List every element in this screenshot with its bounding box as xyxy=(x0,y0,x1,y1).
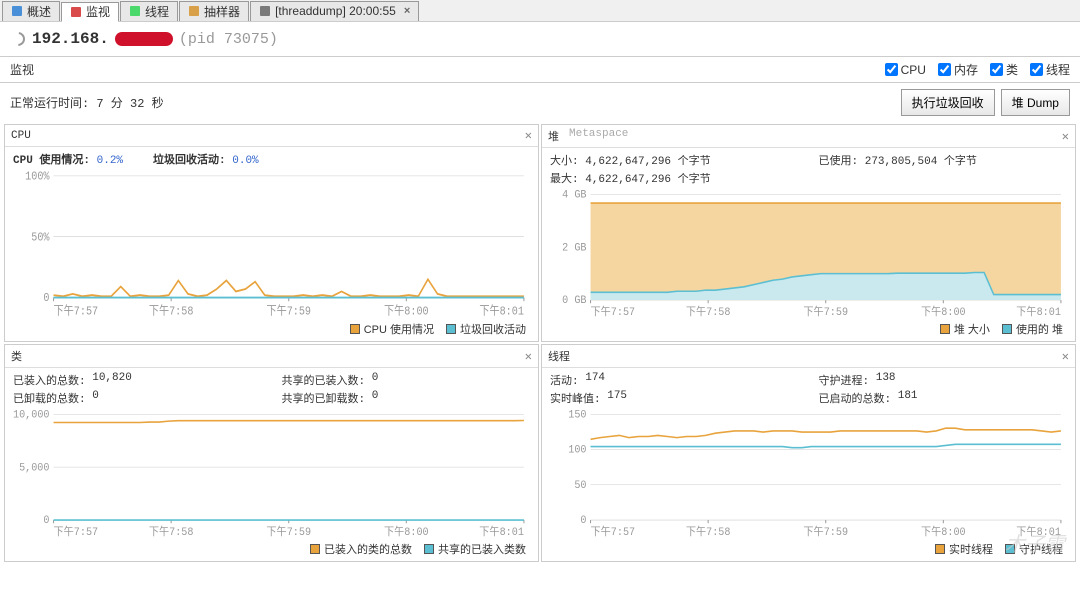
heap-panel: 堆 Metaspace ✕ 大小: 4,622,647,296 个字节 已使用:… xyxy=(541,124,1076,342)
svg-text:下午8:00: 下午8:00 xyxy=(384,304,429,317)
tab-label: 监视 xyxy=(86,3,110,20)
close-icon[interactable]: × xyxy=(404,5,410,17)
svg-text:下午8:00: 下午8:00 xyxy=(921,305,966,317)
tab-bar: 概述 监视 线程 抽样器 [threaddump] 20:00:55 × xyxy=(0,0,1080,22)
classes-legend: 已装入的类的总数共享的已装入类数 xyxy=(5,539,538,561)
classes-chart: 10,000 5,000 0 下午7:57 下午7:58 下午7:59 下午8:00 下午8:… xyxy=(13,410,530,537)
cpu-chart: 100% 50% 0 下午7:57 下午7:58 下午7:59 下午8:00 下午8:01 xyxy=(13,171,530,317)
subheader-title: 监视 xyxy=(10,61,34,78)
tab-label: [threaddump] 20:00:55 xyxy=(275,4,396,18)
svg-text:下午7:58: 下午7:58 xyxy=(149,304,194,317)
pid-label: (pid 73075) xyxy=(179,31,278,48)
close-icon[interactable]: ✕ xyxy=(1062,129,1069,144)
legend-item: 已装入的类的总数 xyxy=(310,541,412,557)
svg-text:0: 0 xyxy=(43,515,49,527)
threads-panel-title: 线程 xyxy=(548,348,570,364)
svg-text:下午8:00: 下午8:00 xyxy=(921,525,966,537)
tab-icon xyxy=(259,5,271,17)
app-header: 192.168. (pid 73075) xyxy=(0,22,1080,57)
svg-text:下午8:01: 下午8:01 xyxy=(1016,305,1061,317)
svg-text:10,000: 10,000 xyxy=(13,410,49,421)
heap-legend: 堆 大小使用的 堆 xyxy=(542,319,1075,341)
svg-text:0: 0 xyxy=(580,515,586,527)
close-icon[interactable]: ✕ xyxy=(525,128,532,143)
svg-text:0 GB: 0 GB xyxy=(562,295,586,307)
heap-chart: 4 GB 2 GB 0 GB 下午7:57 下午7:58 下午7:59 下午8:00 下午8:… xyxy=(550,190,1067,317)
classes-panel: 类 ✕ 已装入的总数: 10,820 共享的已装入数: 0 已卸载的总数: 0 … xyxy=(4,344,539,562)
svg-text:下午7:57: 下午7:57 xyxy=(591,305,636,317)
checkbox-threads[interactable]: 线程 xyxy=(1030,61,1070,78)
legend-item: 守护线程 xyxy=(1005,541,1063,557)
loading-icon xyxy=(10,31,26,47)
cpu-panel: CPU ✕ CPU 使用情况: 0.2% 垃圾回收活动: 0.0% 100%50… xyxy=(4,124,539,342)
svg-text:下午7:58: 下午7:58 xyxy=(686,305,731,317)
svg-text:50%: 50% xyxy=(31,232,49,245)
tab-抽样器[interactable]: 抽样器 xyxy=(179,1,249,21)
gc-button[interactable]: 执行垃圾回收 xyxy=(901,89,995,116)
svg-text:下午7:57: 下午7:57 xyxy=(54,304,99,317)
svg-text:150: 150 xyxy=(568,410,586,421)
svg-text:下午7:59: 下午7:59 xyxy=(266,304,311,317)
tab-监视[interactable]: 监视 xyxy=(61,2,119,22)
tab-icon xyxy=(11,5,23,17)
ip-address: 192.168. xyxy=(32,30,109,48)
legend-item: CPU 使用情况 xyxy=(350,321,434,337)
classes-panel-title: 类 xyxy=(11,348,22,364)
checkbox-classes[interactable]: 类 xyxy=(990,61,1018,78)
svg-text:50: 50 xyxy=(574,480,586,492)
svg-text:下午8:01: 下午8:01 xyxy=(479,304,524,317)
threads-panel: 线程 ✕ 活动: 174 守护进程: 138 实时峰值: 175 已启动的总数:… xyxy=(541,344,1076,562)
svg-text:2 GB: 2 GB xyxy=(562,242,586,254)
uptime-text: 正常运行时间: 7 分 32 秒 xyxy=(10,94,164,111)
threads-chart: 150 100 50 0 下午7:57 下午7:58 下午7:59 下午8:00 下午8:01 xyxy=(550,410,1067,537)
svg-text:下午7:59: 下午7:59 xyxy=(803,525,848,537)
svg-text:下午7:57: 下午7:57 xyxy=(591,525,636,537)
svg-text:下午7:59: 下午7:59 xyxy=(803,305,848,317)
metaspace-tab[interactable]: Metaspace xyxy=(569,128,628,144)
svg-text:100: 100 xyxy=(568,445,586,457)
svg-text:0: 0 xyxy=(43,292,49,305)
checkbox-memory[interactable]: 内存 xyxy=(938,61,978,78)
subheader: 监视 CPU 内存 类 线程 xyxy=(0,57,1080,83)
cpu-panel-title: CPU xyxy=(11,130,31,142)
heap-dump-button[interactable]: 堆 Dump xyxy=(1001,89,1070,116)
close-icon[interactable]: ✕ xyxy=(1062,349,1069,364)
tab-label: 概述 xyxy=(27,3,51,20)
tab-label: 线程 xyxy=(145,3,169,20)
svg-text:下午7:58: 下午7:58 xyxy=(149,525,194,537)
threads-legend: 实时线程守护线程 xyxy=(542,539,1075,561)
checkbox-row: CPU 内存 类 线程 xyxy=(885,61,1070,78)
tab-线程[interactable]: 线程 xyxy=(120,1,178,21)
heap-tab[interactable]: 堆 xyxy=(548,128,559,144)
svg-text:下午8:01: 下午8:01 xyxy=(1016,525,1061,537)
tab-icon xyxy=(129,5,141,17)
svg-text:5,000: 5,000 xyxy=(19,462,49,474)
redacted-ip xyxy=(115,32,173,46)
svg-text:下午7:57: 下午7:57 xyxy=(54,525,99,537)
checkbox-cpu[interactable]: CPU xyxy=(885,63,926,77)
svg-text:4 GB: 4 GB xyxy=(562,190,586,201)
tab-[threaddump] 20:00:55[interactable]: [threaddump] 20:00:55 × xyxy=(250,1,419,21)
tab-icon xyxy=(70,6,82,18)
tab-icon xyxy=(188,5,200,17)
legend-item: 使用的 堆 xyxy=(1002,321,1063,337)
legend-item: 堆 大小 xyxy=(940,321,990,337)
panel-grid: CPU ✕ CPU 使用情况: 0.2% 垃圾回收活动: 0.0% 100%50… xyxy=(0,122,1080,564)
svg-text:下午7:58: 下午7:58 xyxy=(686,525,731,537)
close-icon[interactable]: ✕ xyxy=(525,349,532,364)
svg-text:下午8:00: 下午8:00 xyxy=(384,525,429,537)
action-row: 正常运行时间: 7 分 32 秒 执行垃圾回收 堆 Dump xyxy=(0,83,1080,122)
tab-概述[interactable]: 概述 xyxy=(2,1,60,21)
legend-item: 实时线程 xyxy=(935,541,993,557)
svg-text:下午8:01: 下午8:01 xyxy=(479,525,524,537)
svg-text:下午7:59: 下午7:59 xyxy=(266,525,311,537)
cpu-legend: CPU 使用情况垃圾回收活动 xyxy=(5,319,538,341)
tab-label: 抽样器 xyxy=(204,3,240,20)
svg-text:100%: 100% xyxy=(25,171,50,184)
legend-item: 垃圾回收活动 xyxy=(446,321,526,337)
legend-item: 共享的已装入类数 xyxy=(424,541,526,557)
